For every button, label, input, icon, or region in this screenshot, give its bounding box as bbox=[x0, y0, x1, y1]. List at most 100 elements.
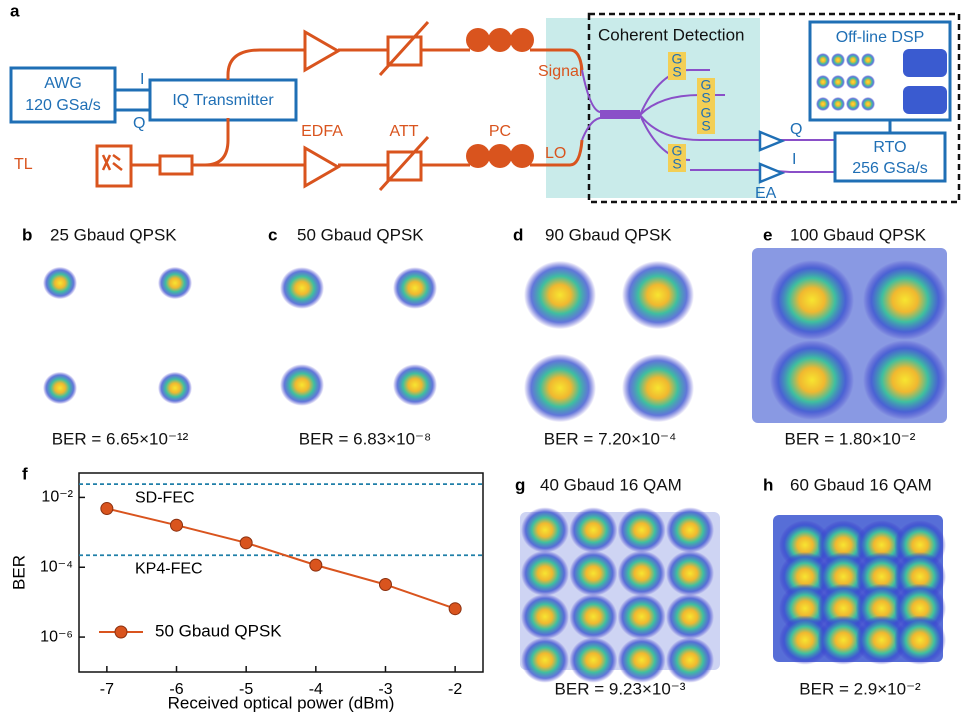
x-tick-label: -2 bbox=[448, 681, 462, 698]
constellation-cluster bbox=[521, 637, 569, 683]
dsp-thumb bbox=[861, 75, 875, 89]
constellation-cluster bbox=[863, 340, 947, 420]
pd-s: S bbox=[672, 64, 681, 80]
panel-label: f bbox=[22, 464, 28, 483]
y-axis-label: BER bbox=[9, 555, 28, 590]
label: Q bbox=[133, 115, 145, 132]
constellation-cluster bbox=[524, 261, 596, 329]
constellation-cluster bbox=[569, 594, 617, 640]
dsp-thumb bbox=[816, 97, 830, 111]
panel-title: 25 Gbaud QPSK bbox=[50, 225, 177, 244]
legend-label: 50 Gbaud QPSK bbox=[155, 621, 282, 640]
constellation-cluster bbox=[666, 507, 714, 553]
x-tick-label: -7 bbox=[100, 681, 114, 698]
label: Coherent Detection bbox=[598, 25, 744, 44]
constellation-cluster bbox=[863, 260, 947, 340]
panel-label: a bbox=[10, 1, 20, 20]
edfa-amp bbox=[305, 32, 338, 186]
constellation-cluster bbox=[618, 507, 666, 553]
x-axis-label: Received optical power (dBm) bbox=[168, 693, 395, 712]
label: 256 GSa/s bbox=[852, 160, 928, 177]
label: 120 GSa/s bbox=[25, 97, 101, 114]
label: EA bbox=[755, 185, 777, 202]
constellation-cluster bbox=[569, 637, 617, 683]
label: TL bbox=[14, 156, 33, 173]
coupler bbox=[160, 156, 192, 174]
label: PC bbox=[489, 123, 511, 140]
constellation-cluster bbox=[280, 364, 324, 406]
laser-icon bbox=[103, 155, 122, 170]
dsp-thumb bbox=[816, 75, 830, 89]
dsp-thumb bbox=[861, 53, 875, 67]
constellation-cluster bbox=[622, 354, 694, 422]
panel-label: d bbox=[513, 225, 523, 244]
constellation-cluster bbox=[618, 594, 666, 640]
panel-title: 60 Gbaud 16 QAM bbox=[790, 475, 932, 494]
iq-wires bbox=[115, 90, 150, 110]
threshold-label: KP4-FEC bbox=[135, 561, 203, 578]
ber-label: BER = 9.23×10⁻³ bbox=[555, 679, 686, 698]
dsp-thumb bbox=[861, 97, 875, 111]
constellation-cluster bbox=[521, 594, 569, 640]
eye-thumb bbox=[903, 49, 947, 77]
panel-title: 90 Gbaud QPSK bbox=[545, 225, 672, 244]
data-point bbox=[310, 559, 322, 571]
constellation-cluster bbox=[393, 364, 437, 406]
series-line bbox=[107, 509, 455, 609]
constellation-cluster bbox=[622, 261, 694, 329]
data-point bbox=[240, 537, 252, 549]
threshold-label: SD-FEC bbox=[135, 489, 195, 506]
figure: a AWG 120 GSa/s I Q IQ Transmitter TL ED… bbox=[0, 0, 967, 715]
constellation-cluster bbox=[43, 267, 77, 299]
label: LO bbox=[545, 145, 566, 162]
constellation-cluster bbox=[280, 267, 324, 309]
data-point bbox=[379, 579, 391, 591]
constellation-cluster bbox=[666, 551, 714, 597]
data-point bbox=[449, 603, 461, 615]
constellation-cluster bbox=[618, 637, 666, 683]
dsp-thumb bbox=[831, 97, 845, 111]
dsp-thumb bbox=[846, 97, 860, 111]
label: ATT bbox=[389, 123, 418, 140]
dsp-thumb bbox=[816, 53, 830, 67]
eye-thumb bbox=[903, 86, 947, 114]
data-point bbox=[171, 519, 183, 531]
constellation-cluster bbox=[666, 637, 714, 683]
panel-title: 50 Gbaud QPSK bbox=[297, 225, 424, 244]
constellation-cluster bbox=[158, 267, 192, 299]
constellation-cluster bbox=[770, 260, 854, 340]
dsp-thumb bbox=[846, 75, 860, 89]
dsp-thumb bbox=[831, 53, 845, 67]
pd-s: S bbox=[672, 156, 681, 172]
label: I bbox=[140, 71, 144, 88]
ber-label: BER = 1.80×10⁻² bbox=[785, 429, 916, 448]
panel-label: g bbox=[515, 475, 525, 494]
y-tick-label: 10⁻² bbox=[41, 489, 73, 506]
panel-label: e bbox=[763, 225, 772, 244]
ber-label: BER = 6.83×10⁻⁸ bbox=[299, 429, 431, 448]
label: Signal bbox=[538, 63, 582, 80]
constellation-cluster bbox=[666, 594, 714, 640]
panel-title: 40 Gbaud 16 QAM bbox=[540, 475, 682, 494]
constellation-cluster bbox=[158, 372, 192, 404]
constellation-cluster bbox=[521, 551, 569, 597]
label: RTO bbox=[873, 139, 906, 156]
constellation-cluster bbox=[894, 615, 946, 664]
label: I bbox=[792, 151, 796, 168]
constellation-cluster bbox=[569, 507, 617, 553]
y-tick-label: 10⁻⁶ bbox=[40, 628, 73, 645]
label: EDFA bbox=[301, 123, 343, 140]
panel-label: b bbox=[22, 225, 32, 244]
pd-s: S bbox=[701, 118, 710, 134]
constellation-cluster bbox=[569, 551, 617, 597]
ber-label: BER = 6.65×10⁻¹² bbox=[52, 429, 189, 448]
constellation-cluster bbox=[770, 340, 854, 420]
data-point bbox=[101, 503, 113, 515]
label: AWG bbox=[44, 75, 82, 92]
pc-paddles bbox=[466, 28, 534, 168]
legend-marker bbox=[115, 626, 127, 638]
ea-amp bbox=[760, 132, 782, 182]
label: Off-line DSP bbox=[836, 29, 925, 46]
constellation-cluster bbox=[393, 267, 437, 309]
hybrid-core bbox=[600, 110, 640, 118]
